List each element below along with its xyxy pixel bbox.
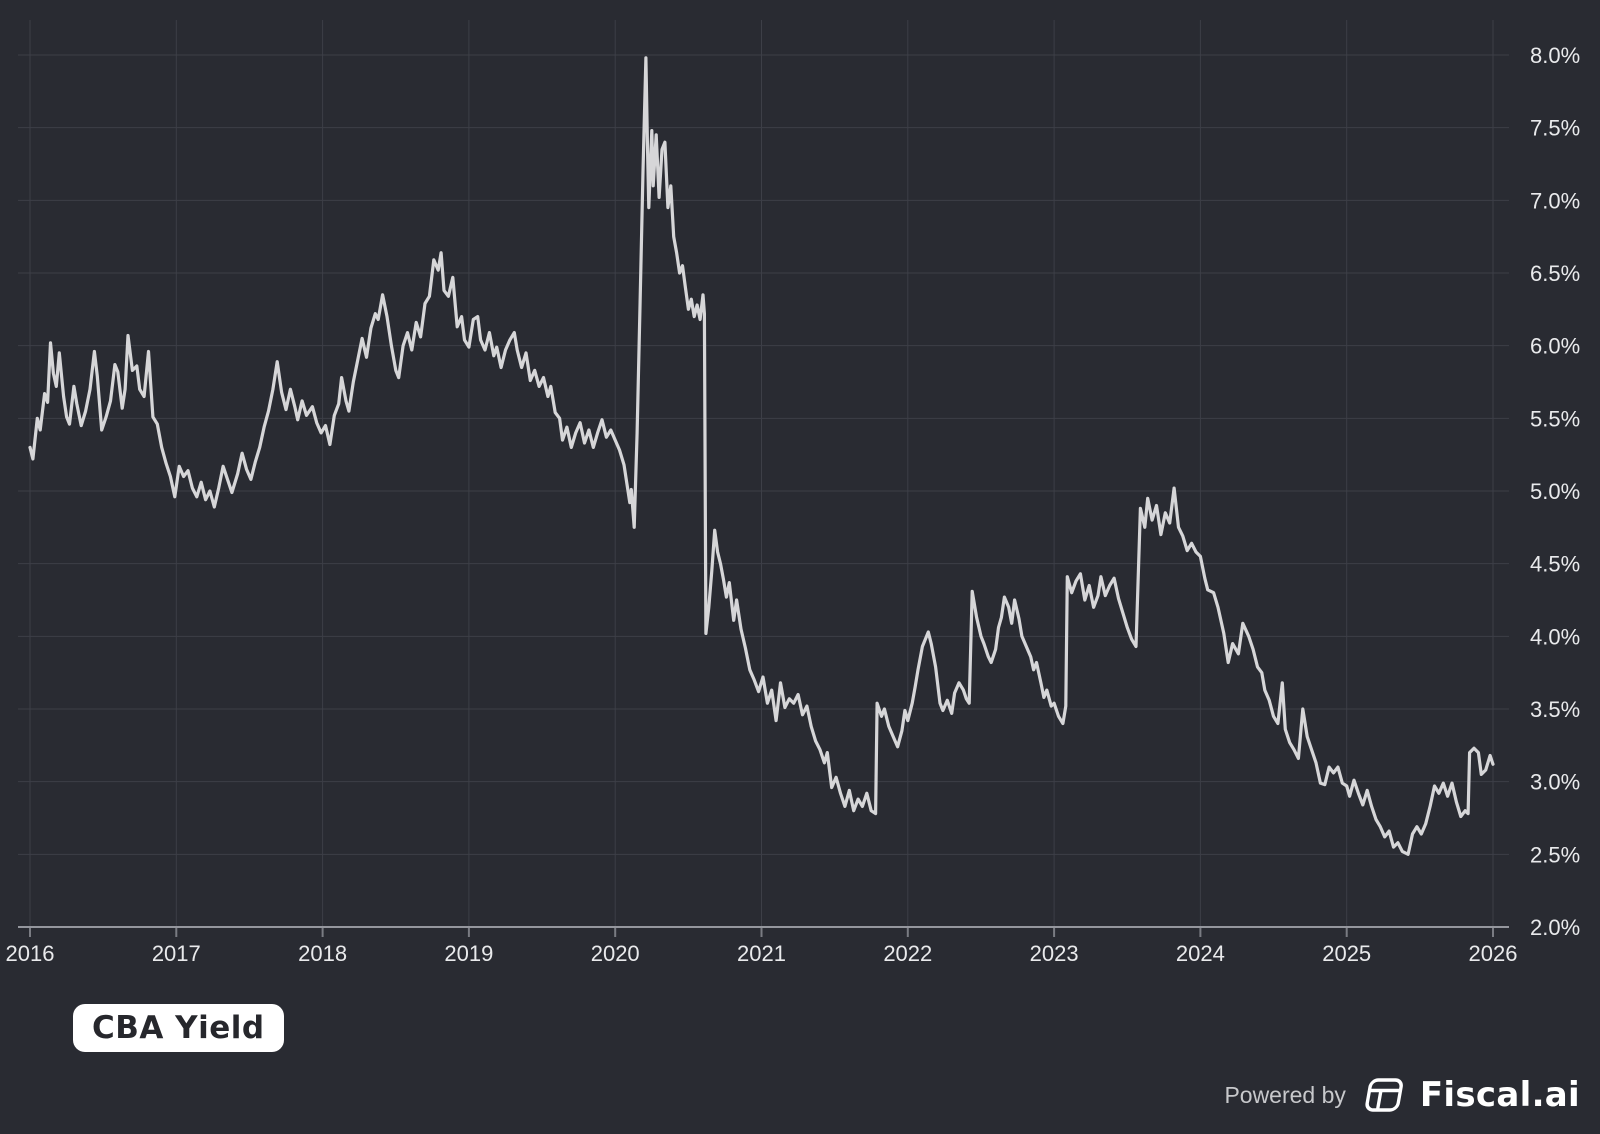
x-axis-ticks bbox=[29, 928, 1494, 937]
y-tick-label: 3.0% bbox=[1530, 770, 1580, 795]
y-tick-label: 4.0% bbox=[1530, 624, 1580, 649]
series-badge-label: CBA Yield bbox=[92, 1010, 265, 1046]
y-tick-label: 7.0% bbox=[1530, 188, 1580, 213]
powered-by-label: Powered by bbox=[1224, 1081, 1346, 1108]
x-tick-label: 2026 bbox=[1469, 941, 1518, 966]
x-tick-label: 2024 bbox=[1176, 941, 1225, 966]
x-tick-label: 2017 bbox=[152, 941, 201, 966]
y-tick-label: 2.0% bbox=[1530, 915, 1580, 940]
series-badge: CBA Yield bbox=[73, 1004, 284, 1052]
x-tick-label: 2025 bbox=[1322, 941, 1371, 966]
y-tick-label: 6.0% bbox=[1530, 334, 1580, 359]
y-tick-label: 2.5% bbox=[1530, 842, 1580, 867]
x-tick-label: 2020 bbox=[591, 941, 640, 966]
x-axis-labels: 2016 2017 2018 2019 2020 2021 2022 2023 2024 2025… bbox=[6, 941, 1518, 966]
y-tick-label: 4.5% bbox=[1530, 552, 1580, 577]
x-tick-label: 2018 bbox=[298, 941, 347, 966]
powered-by-footer: Powered by Fiscal.ai bbox=[1224, 1072, 1580, 1118]
y-tick-label: 3.5% bbox=[1530, 697, 1580, 722]
x-tick-label: 2021 bbox=[737, 941, 786, 966]
grid-layer bbox=[18, 20, 1509, 927]
y-tick-label: 5.5% bbox=[1530, 406, 1580, 431]
cba-yield-line bbox=[28, 56, 1495, 856]
x-tick-label: 2019 bbox=[444, 941, 493, 966]
y-tick-label: 7.5% bbox=[1530, 116, 1580, 141]
y-tick-label: 6.5% bbox=[1530, 261, 1580, 286]
y-tick-label: 8.0% bbox=[1530, 43, 1580, 68]
fiscal-ai-brand: Fiscal.ai bbox=[1419, 1075, 1580, 1115]
y-axis-labels: 8.0% 7.5% 7.0% 6.5% 6.0% 5.5% 5.0% 4.5% 4.0% 3.5%… bbox=[1530, 43, 1580, 940]
x-tick-label: 2022 bbox=[883, 941, 932, 966]
fiscal-ai-logo-icon bbox=[1365, 1078, 1403, 1112]
y-tick-label: 5.0% bbox=[1530, 479, 1580, 504]
x-tick-label: 2023 bbox=[1030, 941, 1079, 966]
x-tick-label: 2016 bbox=[6, 941, 55, 966]
